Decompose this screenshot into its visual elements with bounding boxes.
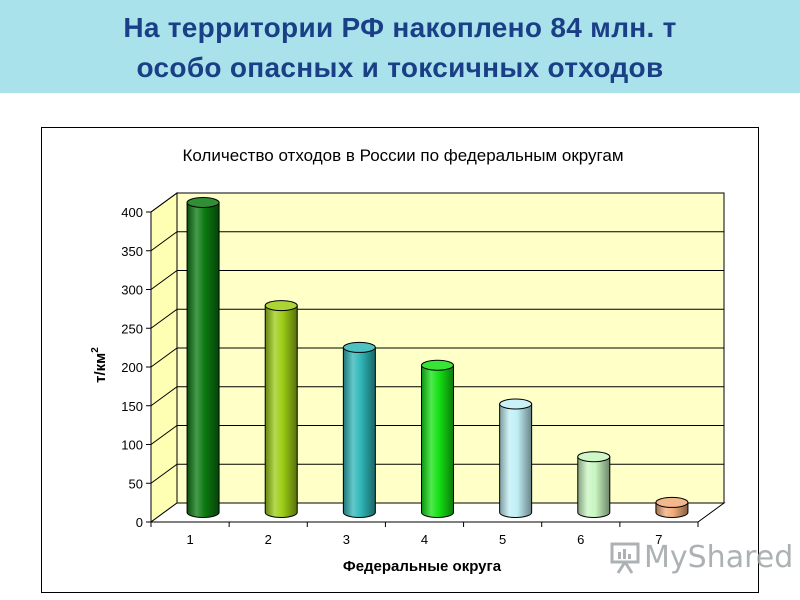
y-tick-label: 250: [121, 321, 143, 336]
gridline: [150, 425, 724, 445]
gridline: [150, 347, 724, 368]
watermark-logo: MyShared: [610, 537, 793, 577]
y-axis-label: т/км2: [90, 347, 109, 383]
slide-title: На территории РФ накоплено 84 млн. т осо…: [123, 12, 677, 83]
gridline: [150, 231, 724, 252]
bar-body: [342, 346, 376, 518]
watermark-text: MyShared: [644, 539, 794, 575]
y-tick-label: 400: [121, 205, 143, 220]
bar-body: [264, 305, 298, 518]
y-axis-label-unit: т/км: [92, 353, 109, 383]
gridline: [150, 386, 724, 407]
y-tick-label: 100: [121, 438, 143, 453]
bar-top: [421, 359, 454, 371]
bar-1: [186, 197, 220, 518]
x-tick-label: 3: [343, 532, 350, 547]
bar-6: [577, 451, 611, 518]
bar-4: [421, 359, 454, 518]
gridline: [150, 308, 724, 329]
chart-title: Количество отходов в России по федеральн…: [182, 146, 623, 165]
bar-3: [342, 341, 376, 518]
bar-top: [342, 341, 376, 353]
y-axis-label-exponent: 2: [90, 347, 101, 353]
presentation-screen-icon: [610, 542, 640, 574]
x-tick-label: 2: [265, 532, 272, 547]
x-tick-label: 5: [499, 532, 506, 547]
bar-5: [499, 398, 533, 518]
bar-top: [186, 197, 220, 208]
y-tick-label: 50: [129, 476, 143, 491]
bar-chart: Количество отходов в России по федеральн…: [90, 146, 726, 575]
bar-body: [499, 403, 533, 518]
y-tick-label: 200: [121, 360, 143, 375]
bar-2: [264, 300, 298, 518]
bar-body: [186, 202, 220, 518]
x-tick-label: 7: [655, 532, 662, 547]
gridline: [150, 463, 724, 484]
gridline: [150, 270, 724, 290]
bar-top: [499, 398, 533, 410]
x-tick-label: 6: [577, 532, 584, 547]
bar-7: [655, 496, 689, 518]
chart-frame: Количество отходов в России по федеральн…: [41, 127, 759, 593]
slide-header: На территории РФ накоплено 84 млн. т осо…: [0, 0, 800, 93]
x-tick-label: 1: [186, 532, 193, 547]
y-tick-label: 0: [136, 515, 143, 530]
bar-top: [655, 496, 689, 508]
x-axis-label: Федеральные округа: [343, 558, 502, 575]
bar-body: [577, 456, 611, 518]
gridline: [150, 192, 724, 213]
bar-top: [577, 451, 611, 463]
y-tick-label: 300: [121, 283, 143, 298]
y-tick-label: 350: [121, 244, 143, 259]
bar-body: [421, 364, 454, 518]
x-tick-label: 4: [421, 532, 428, 547]
bar-top: [264, 300, 298, 312]
y-tick-label: 150: [121, 399, 143, 414]
